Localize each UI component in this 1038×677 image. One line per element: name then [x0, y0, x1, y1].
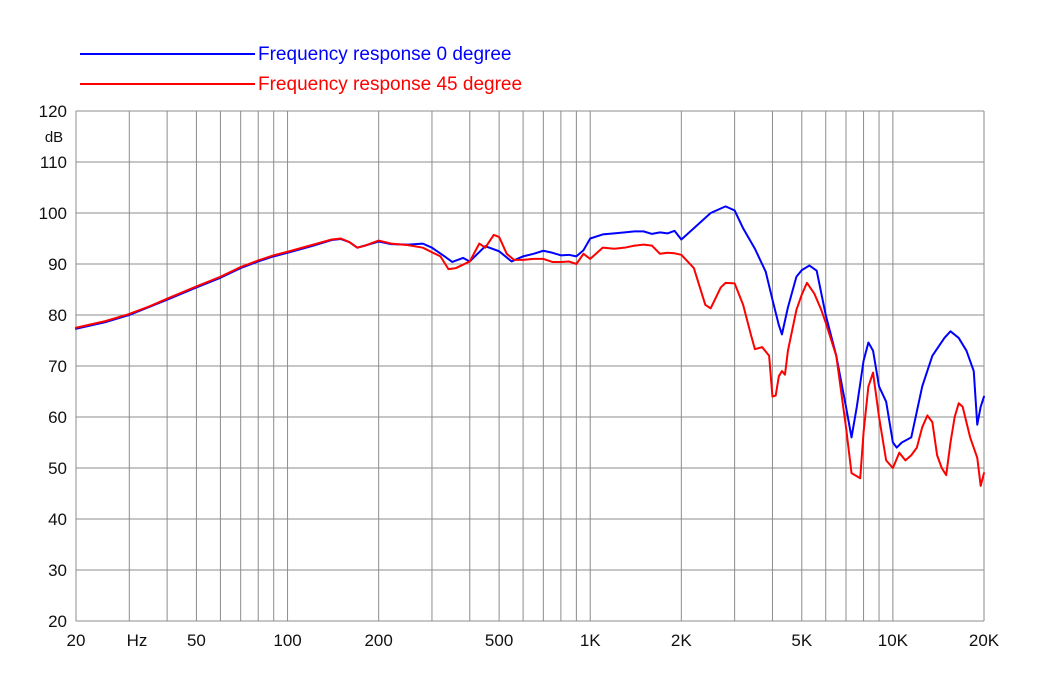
y-tick-label: 50	[48, 459, 67, 478]
y-tick-label: 90	[48, 255, 67, 274]
y-tick-label: 30	[48, 561, 67, 580]
x-tick-label: 1K	[580, 631, 601, 650]
series-line-0	[75, 205, 985, 449]
x-tick-label: 20	[67, 631, 86, 650]
x-tick-label: 20K	[969, 631, 1000, 650]
y-tick-label: 20	[48, 612, 67, 631]
legend-label-45-degree: Frequency response 45 degree	[258, 74, 522, 95]
y-tick-label: 110	[40, 153, 67, 172]
y-axis-unit-label: dB	[45, 129, 63, 146]
x-tick-label: 5K	[791, 631, 812, 650]
y-tick-label: 120	[39, 102, 67, 121]
grid-lines	[75, 110, 985, 622]
series-layer	[75, 205, 985, 487]
legend: Frequency response 0 degree Frequency re…	[80, 44, 522, 95]
y-tick-label: 40	[48, 510, 67, 529]
series-line-1	[75, 233, 985, 487]
tick-labels: 20 30 40 50 60 70 80 90 100 110 120 20 50 100 200 500 1K…	[39, 102, 1000, 650]
x-axis-unit-label: Hz	[127, 631, 148, 650]
y-tick-label: 80	[48, 306, 67, 325]
y-tick-label: 100	[39, 204, 67, 223]
x-tick-label: 500	[485, 631, 513, 650]
legend-label-0-degree: Frequency response 0 degree	[258, 44, 512, 65]
x-tick-label: 200	[364, 631, 392, 650]
x-tick-label: 100	[273, 631, 301, 650]
y-tick-label: 70	[48, 357, 67, 376]
x-tick-label: 50	[187, 631, 206, 650]
x-tick-label: 10K	[878, 631, 909, 650]
y-tick-label: 60	[48, 408, 67, 427]
x-tick-label: 2K	[671, 631, 692, 650]
